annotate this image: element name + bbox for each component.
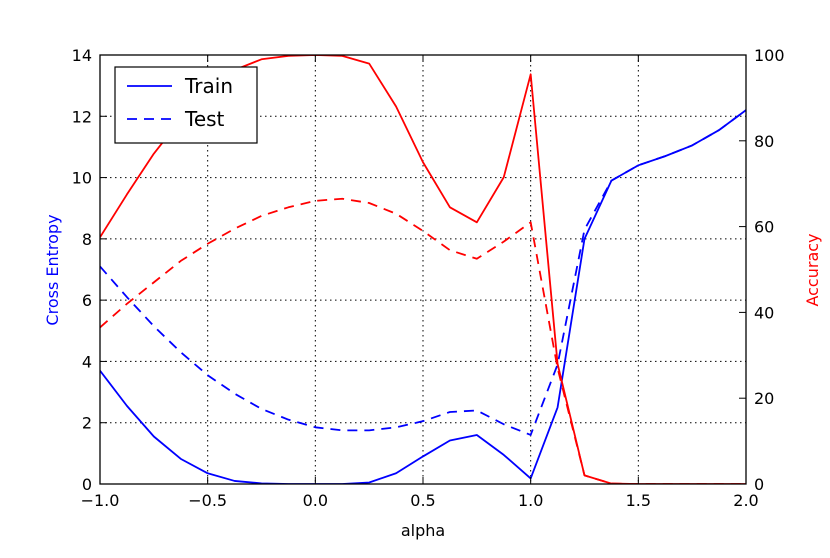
accuracy-test-line	[100, 197, 746, 484]
y-tick-label-right: 100	[754, 46, 785, 65]
y-tick-label-left: 2	[82, 414, 92, 433]
legend-label-test: Test	[184, 107, 225, 131]
x-tick-label: −0.5	[188, 491, 227, 510]
legend: Train Test	[114, 66, 258, 144]
y-tick-label-right: 40	[754, 303, 774, 322]
y-tick-label-left: 0	[82, 475, 92, 494]
y-tick-label-left: 4	[82, 352, 92, 371]
x-tick-label: 0.5	[410, 491, 435, 510]
y-tick-label-left: 8	[82, 230, 92, 249]
x-tick-label: 0.0	[303, 491, 328, 510]
plot-frame	[99, 54, 747, 485]
y-axis-label-right: Accuracy	[803, 233, 822, 306]
y-tick-label-left: 6	[82, 291, 92, 310]
legend-box	[114, 66, 258, 144]
y-tick-label-left: 12	[72, 107, 92, 126]
x-tick-label: 1.5	[626, 491, 651, 510]
x-tick-label: 2.0	[733, 491, 758, 510]
y-tick-label-right: 60	[754, 218, 774, 237]
y-tick-label-left: 10	[72, 169, 92, 188]
y-tick-label-right: 0	[754, 475, 764, 494]
y-tick-label-right: 20	[754, 389, 774, 408]
x-tick-label: 1.0	[518, 491, 543, 510]
axis-ticks: −1.0 −0.5 0.0 0.5 1.0 1.5 2.002468101214020406…	[72, 46, 785, 510]
y-axis-label-left: Cross Entropy	[43, 214, 62, 325]
y-tick-label-left: 14	[72, 46, 92, 65]
y-tick-label-right: 80	[754, 132, 774, 151]
loss-test-line	[100, 109, 746, 436]
x-tick-label: −1.0	[81, 491, 120, 510]
x-axis-label: alpha	[401, 521, 445, 540]
loss-train-line	[100, 109, 746, 484]
legend-label-train: Train	[184, 74, 233, 98]
